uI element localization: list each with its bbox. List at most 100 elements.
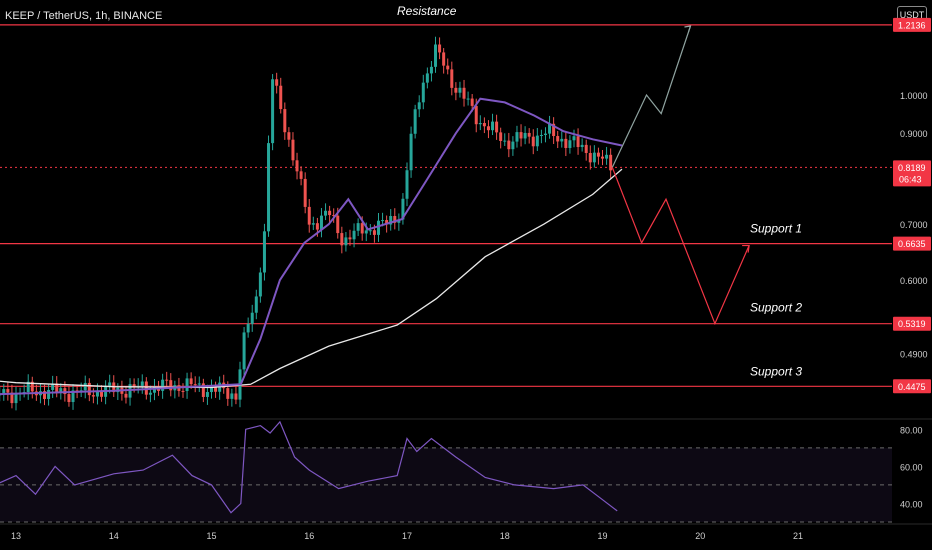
candle-body — [30, 381, 34, 392]
candle-body — [609, 154, 613, 171]
candle-body — [319, 215, 323, 230]
candle-body — [417, 102, 421, 110]
rsi-band — [0, 447, 892, 522]
candle-body — [596, 152, 600, 157]
candle-body — [344, 237, 348, 246]
ma-fast-line — [0, 97, 623, 396]
candle-body — [295, 160, 299, 172]
candle-body — [242, 332, 246, 370]
candle-body — [588, 152, 592, 163]
candle-body — [91, 395, 95, 397]
candle-body — [515, 132, 519, 142]
candle-body — [486, 126, 490, 131]
candle-body — [446, 65, 450, 70]
level-annotation: Support 2 — [750, 301, 802, 315]
candle-body — [397, 219, 401, 223]
rsi-tick-label: 60.00 — [900, 462, 923, 472]
candle-body — [556, 136, 560, 142]
candle-body — [67, 394, 71, 403]
candle-body — [356, 223, 360, 231]
candle-body — [205, 392, 209, 397]
candle-body — [605, 154, 609, 159]
candle-body — [71, 390, 75, 403]
candle-body — [258, 272, 262, 297]
candle-body — [226, 388, 230, 399]
level-price-label: 0.5319 — [898, 319, 926, 329]
candle-body — [568, 140, 572, 148]
ma-slow-line — [0, 168, 623, 389]
candle-body — [527, 132, 531, 137]
candle-body — [462, 87, 466, 99]
candle-body — [169, 380, 173, 391]
x-tick-label: 15 — [206, 531, 216, 541]
candle-body — [79, 390, 83, 392]
bearish-projection-arrowhead — [742, 244, 750, 253]
candle-body — [385, 220, 389, 225]
candle-body — [580, 144, 584, 148]
x-tick-label: 17 — [402, 531, 412, 541]
level-price-label: 1.2136 — [898, 20, 926, 30]
candle-body — [161, 379, 165, 391]
candle-body — [185, 378, 189, 391]
x-tick-label: 20 — [695, 531, 705, 541]
y-tick-label: 0.7000 — [900, 220, 928, 230]
candle-body — [315, 223, 319, 230]
candle-body — [592, 152, 596, 163]
candle-body — [438, 44, 442, 53]
rsi-tick-label: 80.00 — [900, 425, 923, 435]
candle-body — [507, 140, 511, 150]
candle-body — [393, 216, 397, 223]
candle-body — [491, 121, 495, 131]
y-tick-label: 0.9000 — [900, 129, 928, 139]
symbol-title: KEEP / TetherUS, 1h, BINANCE — [5, 10, 163, 22]
candle-body — [230, 393, 234, 399]
candle-body — [311, 223, 315, 225]
candle-body — [364, 230, 368, 234]
candle-body — [59, 388, 63, 393]
bullish-projection-path — [611, 25, 692, 168]
candle-body — [14, 393, 18, 404]
candle-body — [201, 383, 205, 397]
candle-body — [601, 156, 604, 159]
candle-body — [75, 390, 79, 392]
candle-body — [332, 215, 336, 217]
candle-body — [287, 132, 291, 140]
candle-body — [6, 389, 10, 393]
candle-body — [425, 73, 429, 83]
candle-body — [246, 323, 250, 333]
rsi-tick-label: 40.00 — [900, 499, 923, 509]
candle-body — [421, 82, 425, 103]
bar-countdown-label: 06:43 — [899, 174, 922, 184]
candle-body — [189, 378, 193, 385]
candle-body — [108, 382, 112, 386]
candle-body — [26, 381, 30, 393]
candle-body — [124, 393, 128, 398]
candle-body — [450, 69, 454, 88]
candle-body — [503, 140, 507, 142]
candle-body — [442, 52, 446, 66]
candle-body — [511, 141, 515, 150]
level-price-badge — [893, 17, 931, 32]
candle-body — [197, 383, 201, 385]
candle-body — [262, 231, 266, 273]
candle-body — [409, 133, 413, 171]
candle-body — [389, 216, 393, 225]
candle-body — [539, 134, 543, 136]
candle-body — [495, 121, 499, 133]
candle-body — [405, 170, 409, 199]
candle-body — [470, 98, 474, 106]
y-tick-label: 1.0000 — [900, 91, 928, 101]
candle-body — [152, 386, 156, 393]
candle-body — [360, 223, 364, 234]
candle-body — [535, 135, 539, 147]
candle-body — [531, 136, 535, 147]
candle-body — [429, 66, 433, 74]
candle-body — [324, 210, 328, 216]
candle-body — [474, 105, 478, 125]
rsi-line — [0, 420, 618, 514]
level-price-badge — [893, 316, 931, 331]
candle-body — [271, 79, 275, 144]
candle-body — [55, 383, 59, 393]
x-tick-label: 14 — [109, 531, 119, 541]
